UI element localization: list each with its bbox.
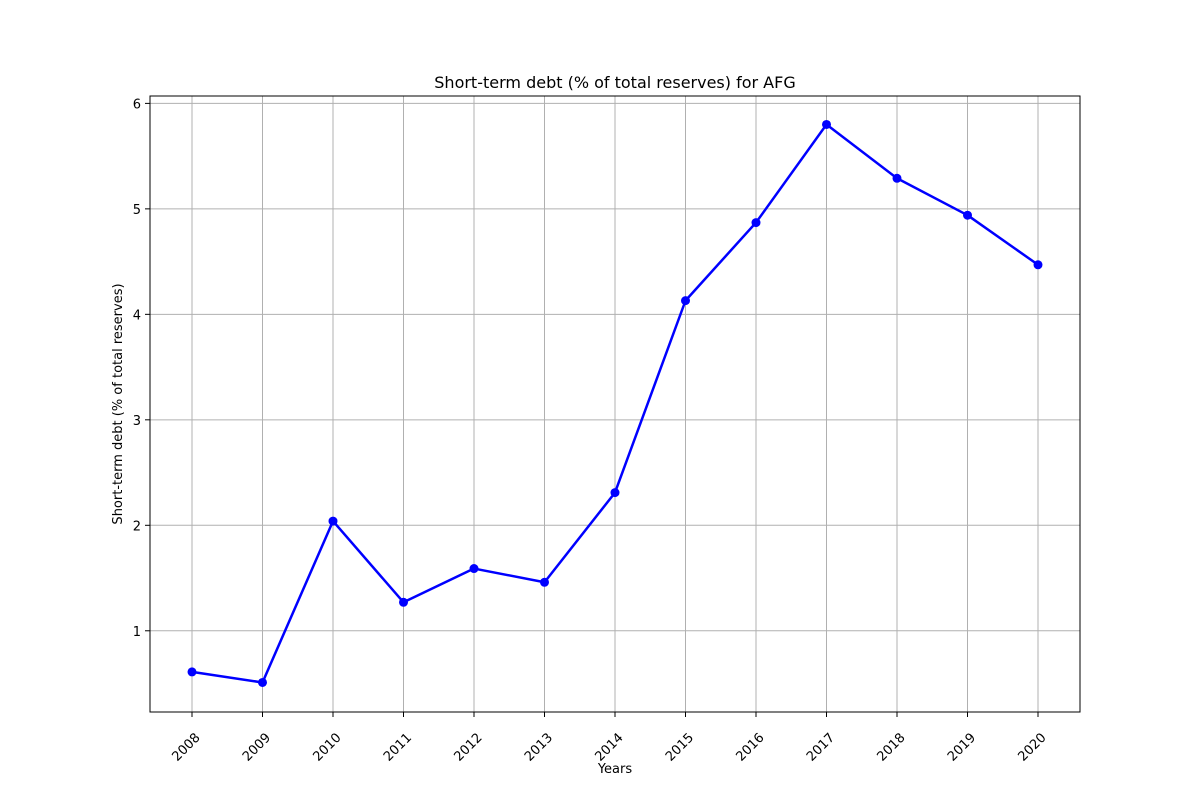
x-tick-label: 2019 — [945, 731, 979, 765]
y-tick-label: 3 — [133, 414, 141, 429]
y-tick-label: 2 — [133, 519, 141, 534]
y-tick-label: 4 — [133, 308, 141, 323]
x-tick-label: 2018 — [875, 731, 909, 765]
y-axis-title: Short-term debt (% of total reserves) — [111, 283, 126, 524]
data-point — [258, 677, 267, 687]
x-tick-label: 2017 — [804, 731, 838, 765]
data-point — [963, 210, 972, 220]
data-point — [540, 577, 549, 587]
x-tick-label: 2020 — [1016, 731, 1050, 765]
data-point — [328, 516, 338, 526]
data-point — [187, 667, 197, 677]
data-point — [681, 296, 690, 306]
x-tick-label: 2008 — [170, 731, 204, 765]
chart-title: Short-term debt (% of total reserves) fo… — [434, 73, 795, 92]
data-point — [469, 564, 479, 574]
series-layer — [187, 119, 1043, 687]
x-tick-label: 2013 — [522, 731, 556, 765]
x-tick-label: 2015 — [663, 731, 697, 765]
data-point — [399, 597, 408, 607]
x-tick-label: 2010 — [311, 731, 345, 765]
x-tick-label: 2009 — [240, 731, 274, 765]
y-tick-label: 5 — [133, 203, 141, 218]
grid — [150, 96, 1080, 712]
x-axis-title: Years — [597, 762, 633, 777]
x-tick-label: 2011 — [381, 731, 415, 765]
x-tick-label: 2016 — [734, 731, 768, 765]
data-point — [1033, 260, 1043, 270]
y-tick-label: 6 — [133, 97, 141, 112]
data-point — [822, 119, 831, 129]
y-tick-label: 1 — [133, 625, 141, 640]
data-point — [610, 488, 620, 498]
x-tick-label: 2012 — [452, 731, 486, 765]
data-point — [751, 218, 761, 228]
x-tick-label: 2014 — [593, 731, 627, 765]
data-point — [892, 173, 902, 183]
